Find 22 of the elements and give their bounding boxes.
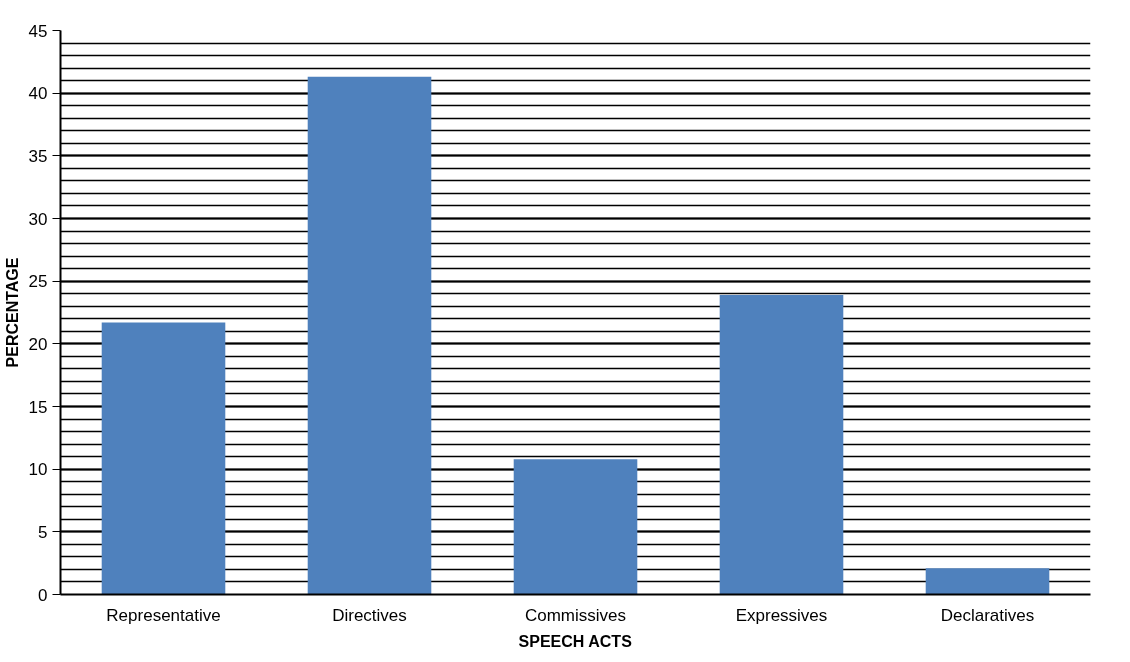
y-tick-label: 20: [28, 334, 48, 354]
y-tick-label: 45: [28, 21, 48, 41]
x-tick-label: Representative: [106, 605, 221, 625]
y-tick-label: 35: [28, 146, 48, 166]
x-tick-label: Directives: [332, 605, 407, 625]
bar: [513, 459, 638, 595]
y-tick-label: 30: [28, 209, 48, 229]
y-axis-title: PERCENTAGE: [3, 257, 21, 368]
x-tick-label: Expressives: [735, 605, 828, 625]
bar: [101, 322, 226, 595]
y-tick-label: 10: [28, 460, 48, 480]
x-tick-label: Declaratives: [940, 605, 1035, 625]
x-tick-label: Commissives: [524, 605, 627, 625]
bar: [719, 294, 844, 595]
y-tick-label: 15: [28, 397, 48, 417]
bar: [925, 568, 1050, 595]
y-tick-label: 40: [28, 84, 48, 104]
y-tick-label: 25: [28, 272, 48, 292]
y-tick-label: 5: [38, 522, 48, 542]
bar: [307, 76, 432, 595]
x-axis-title: SPEECH ACTS: [518, 632, 633, 650]
y-tick-label: 0: [38, 585, 48, 605]
